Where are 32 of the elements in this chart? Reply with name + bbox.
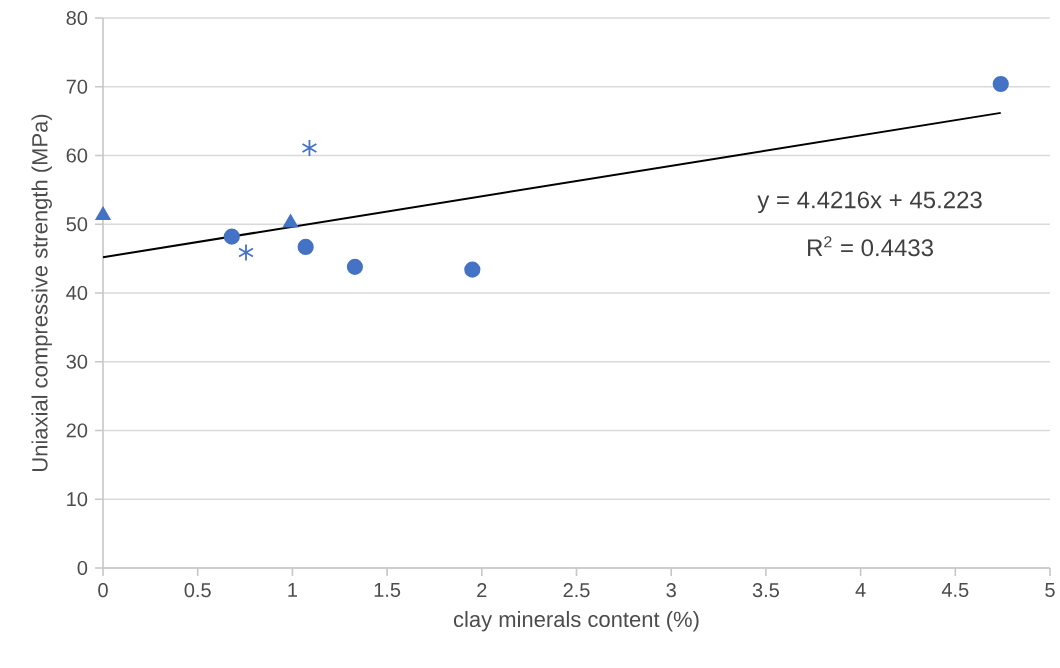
x-tick-label: 1.5 [374, 583, 401, 597]
x-tick-label: 3 [666, 583, 676, 598]
y-axis-title: Uniaxial compressive strength (MPa) [31, 114, 52, 472]
x-tick-label: 0 [98, 583, 108, 598]
annotation: R$^{2}$ = 0.4433 [808, 236, 933, 257]
point [283, 214, 298, 228]
y-tick-label: 40 [66, 285, 88, 301]
y-tick-label: 30 [66, 354, 88, 369]
point [464, 261, 481, 278]
x-tick-label: 4 [855, 583, 866, 597]
x-tick-label: 4.5 [941, 583, 969, 597]
point [297, 238, 314, 256]
x-tick-label: 5 [1045, 583, 1055, 597]
y-tick-label: 60 [66, 148, 88, 163]
point [238, 243, 254, 262]
point [346, 258, 364, 275]
x-tick-label: 2.5 [563, 583, 590, 598]
x-tick-label: 3.5 [752, 583, 779, 598]
x-tick-label: 2 [477, 583, 487, 598]
y-tick-label: 20 [66, 423, 88, 438]
point [223, 228, 240, 245]
y-tick-label: 0 [77, 560, 88, 576]
y-tick-label: 80 [66, 10, 88, 26]
x-axis-title: clay minerals content (%) [453, 610, 699, 632]
x-tick-label: 1 [288, 583, 298, 597]
point [301, 139, 318, 157]
y-tick-label: 10 [67, 492, 88, 507]
x-tick-label: 0.5 [184, 583, 211, 598]
annotation: y = 4.4216x + 45.223 [757, 191, 982, 214]
y-tick-label: 70 [66, 79, 88, 94]
y-tick-label: 50 [66, 217, 88, 232]
point [992, 75, 1009, 93]
